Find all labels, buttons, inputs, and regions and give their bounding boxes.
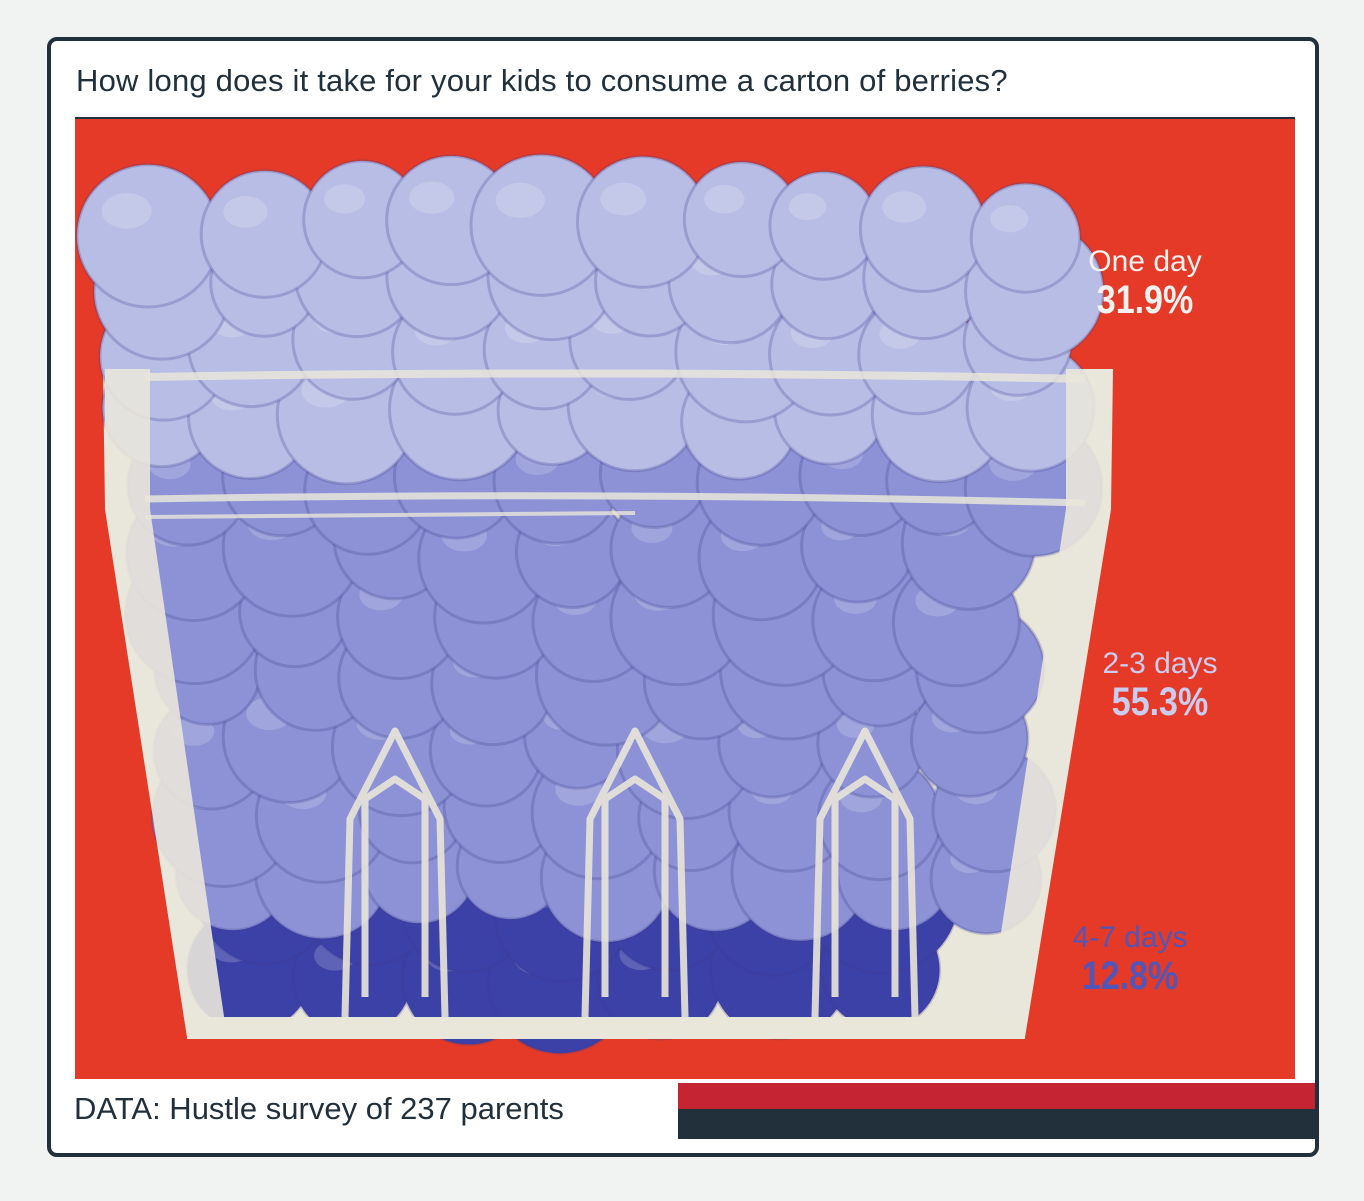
slice-label-1: One day 31.9% [1025,245,1265,322]
data-source-note: DATA: Hustle survey of 237 parents [74,1091,564,1126]
berry-highlight [495,182,545,218]
carton-rim-line [144,369,1086,383]
berry [858,164,988,294]
slice-category: 4-7 days [1072,921,1188,954]
berry-highlight [101,193,152,229]
carton-base [187,1017,1025,1039]
carton-vent-1 [341,727,449,1018]
vent-inner [831,775,899,997]
slice-value: 55.3% [1111,680,1209,724]
berry-highlight [990,205,1029,233]
carton-right-wall [985,369,1111,1037]
vent-inner [601,775,669,997]
slice-value: 31.9% [1096,278,1194,322]
berry-highlight [882,191,927,223]
footer-stripe-red [678,1083,1315,1109]
carton-rim-line [144,492,1086,507]
berry-carton-figure: One day 31.9% 2-3 days 55.3% 4-7 days 12.8% [75,117,1295,1081]
vent-outer [581,727,689,1018]
berry-highlight [704,184,745,214]
vent-inner [361,775,429,997]
berry-band-1 [75,153,1106,486]
carton-left-wall [105,369,227,1037]
slice-value: 12.8% [1081,954,1179,998]
carton-vent-3 [811,727,919,1018]
berry-highlight [788,193,827,221]
slice-label-3: 4-7 days 12.8% [1010,921,1250,998]
berry-highlight [409,181,455,214]
footer-stripe-navy [678,1109,1315,1139]
chart-svg [75,119,1295,1079]
berry-highlight [223,196,268,228]
berry-highlight [600,182,647,216]
slice-label-2: 2-3 days 55.3% [1040,647,1280,724]
vent-outer [811,727,919,1018]
berry-highlight [324,184,366,214]
berry [75,163,221,309]
vent-outer [341,727,449,1018]
slice-category: One day [1088,245,1202,278]
carton-vent-2 [581,727,689,1018]
slice-category: 2-3 days [1102,647,1218,680]
carton-rim-line [144,511,636,519]
berry [969,182,1082,294]
chart-title: How long does it take for your kids to c… [76,63,1008,98]
infographic-card: How long does it take for your kids to c… [47,37,1319,1157]
